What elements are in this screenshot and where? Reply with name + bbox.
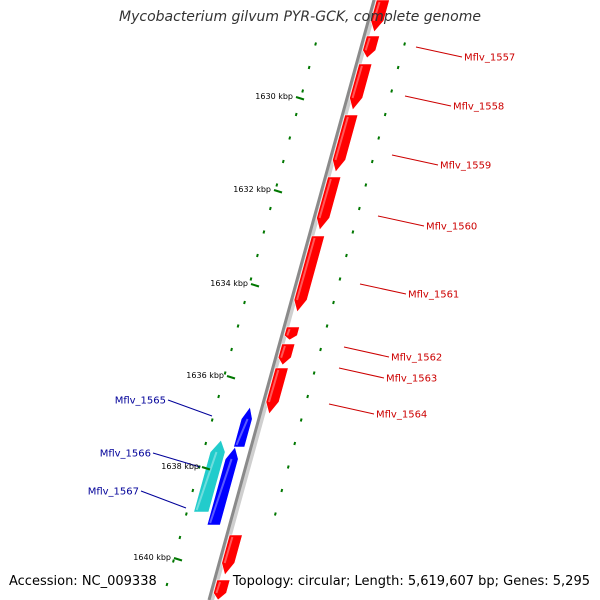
gene-label-mflv_1562: Mflv_1562 — [391, 353, 442, 364]
gene-forward-7 — [277, 343, 296, 366]
gene-forward-2 — [349, 63, 373, 111]
gene-forward-0 — [370, 0, 390, 33]
gene-forward-6 — [283, 326, 300, 341]
gene-forward-4 — [316, 176, 342, 231]
gene-forward-5 — [293, 235, 325, 313]
gene-forward-10 — [213, 579, 231, 600]
tick-label-5: 1640 kbp — [133, 553, 171, 562]
gene-features — [193, 0, 390, 600]
gene-reverse-1565 — [233, 406, 253, 448]
gene-labels: Mflv_1557 Mflv_1558 Mflv_1559 Mflv_1560 Mflv… — [88, 53, 516, 498]
gene-label-mflv_1559: Mflv_1559 — [440, 161, 491, 172]
gene-forward-3 — [332, 114, 359, 173]
gene-label-mflv_1564: Mflv_1564 — [376, 410, 427, 421]
gene-label-mflv_1567: Mflv_1567 — [88, 487, 139, 498]
gene-label-mflv_1566: Mflv_1566 — [100, 449, 151, 460]
gene-reverse-1566 — [206, 446, 239, 526]
genome-title: Mycobacterium gilvum PYR-GCK, complete g… — [119, 9, 481, 25]
accession-text: Accession: NC_009338 — [9, 574, 157, 589]
gene-label-mflv_1557: Mflv_1557 — [464, 53, 515, 64]
tick-dots — [165, 42, 406, 587]
tick-marks: 1630 kbp 1632 kbp 1634 kbp 1636 kbp 1638 kbp… — [133, 92, 305, 562]
gene-other-1567 — [193, 439, 226, 513]
tick-label-3: 1636 kbp — [186, 371, 224, 380]
gene-forward-8 — [265, 367, 289, 415]
tick-label-1: 1632 kbp — [233, 185, 271, 194]
genome-backbone — [207, 0, 379, 600]
topology-summary: Topology: circular; Length: 5,619,607 bp… — [232, 574, 590, 589]
gene-label-mflv_1561: Mflv_1561 — [408, 290, 459, 301]
gene-label-mflv_1563: Mflv_1563 — [386, 374, 437, 385]
tick-label-0: 1630 kbp — [255, 92, 293, 101]
gene-forward-9 — [221, 534, 243, 576]
gene-forward-1 — [362, 35, 380, 59]
gene-label-mflv_1560: Mflv_1560 — [426, 222, 477, 233]
label-leaders — [140, 46, 463, 509]
gene-label-mflv_1558: Mflv_1558 — [453, 102, 504, 113]
gene-label-mflv_1565: Mflv_1565 — [115, 396, 166, 407]
tick-label-4: 1638 kbp — [161, 462, 199, 471]
tick-label-2: 1634 kbp — [210, 279, 248, 288]
